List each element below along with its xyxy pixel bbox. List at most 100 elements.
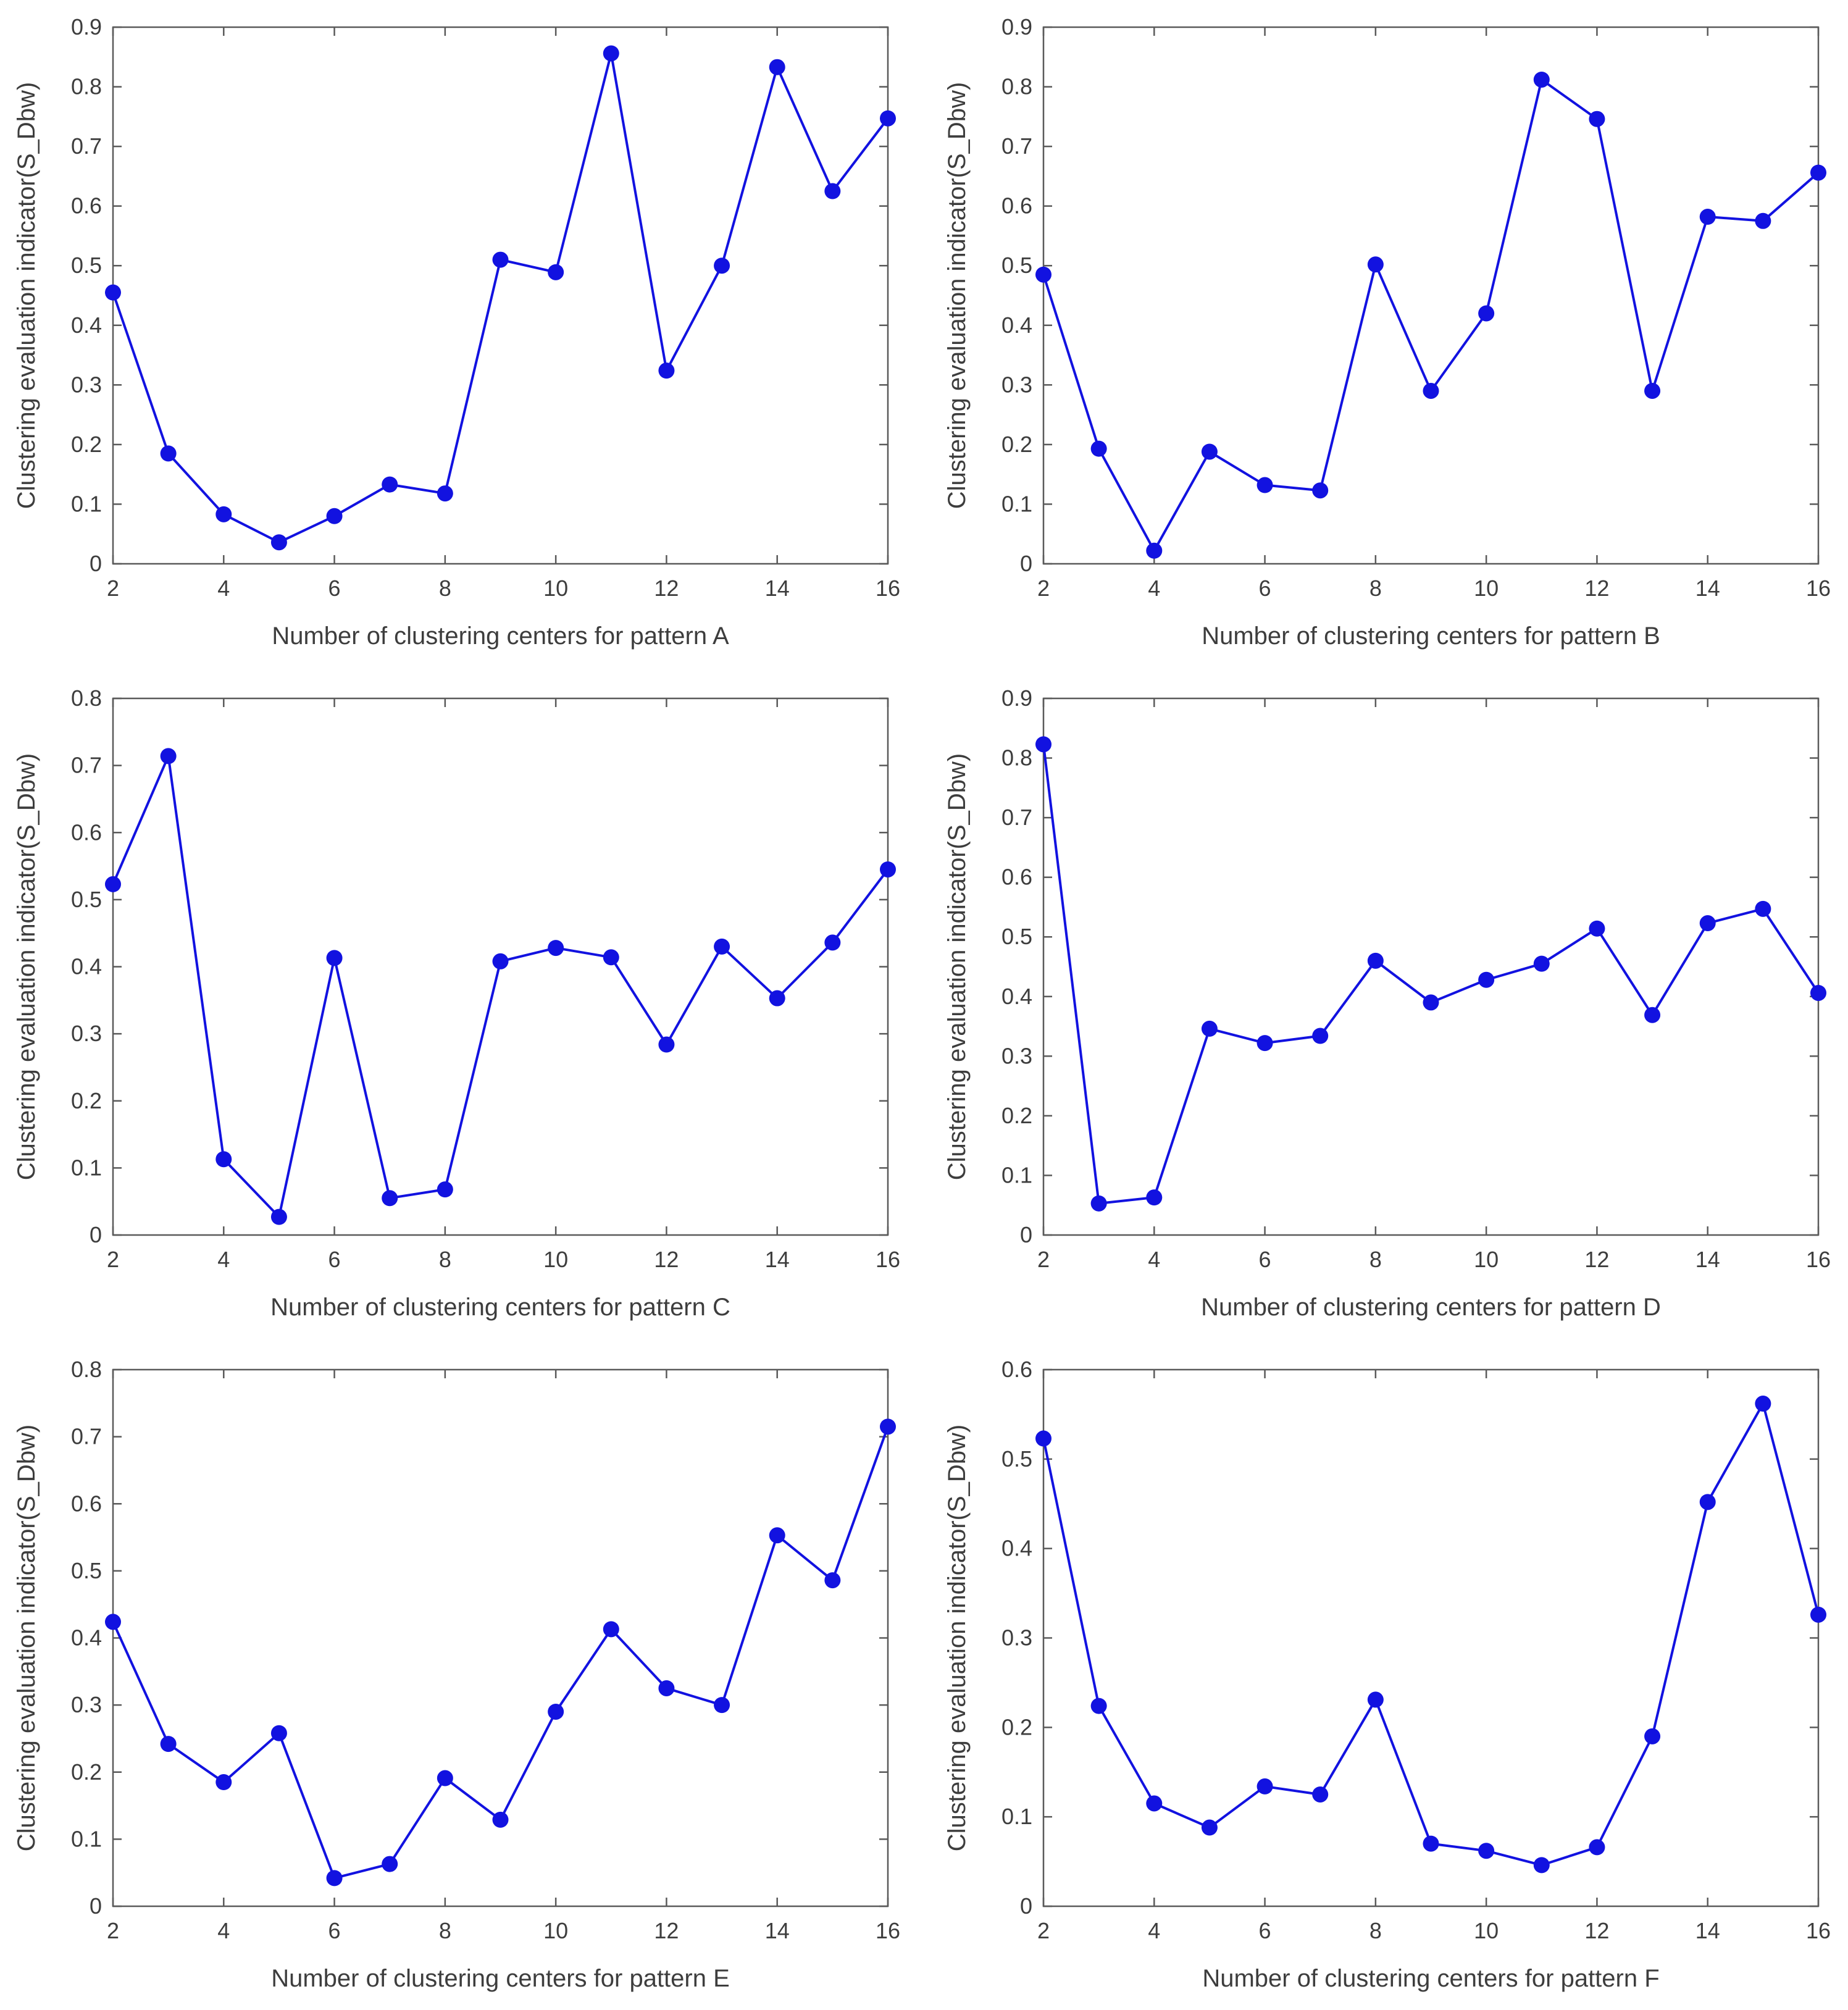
x-tick-label: 12 — [1584, 1918, 1609, 1943]
data-point — [437, 1770, 453, 1786]
x-tick-label: 6 — [1259, 1247, 1271, 1272]
y-tick-label: 0.4 — [1001, 1536, 1032, 1561]
x-tick-label: 2 — [107, 1247, 119, 1272]
y-tick-label: 0.9 — [1001, 685, 1032, 711]
x-tick-label: 14 — [765, 1918, 790, 1943]
plot-box — [1042, 1368, 1820, 1907]
data-point — [1644, 1728, 1661, 1744]
y-tick-label: 0.7 — [1001, 133, 1032, 159]
y-tick-label: 0.3 — [71, 1021, 102, 1046]
y-tick-label: 0.6 — [1001, 865, 1032, 890]
data-point — [326, 508, 343, 524]
data-point — [1201, 1819, 1218, 1836]
x-tick-label: 14 — [1695, 1918, 1720, 1943]
chart-pattern-b-svg: 2 4 6 8 10 12 14 16 0 0.1 0.2 0.3 0.4 0.5 0.6 0.7 0.8 0.9… — [943, 14, 1831, 650]
data-point — [1533, 71, 1550, 88]
data-point — [270, 1725, 287, 1741]
y-tick-label: 0.8 — [71, 685, 102, 711]
y-tick-label: 0.6 — [71, 1491, 102, 1516]
data-point — [1146, 542, 1163, 559]
x-tick-label: 16 — [876, 576, 900, 601]
y-tick-label: 0.3 — [71, 1692, 102, 1717]
data-point — [1644, 1007, 1661, 1023]
data-point — [769, 59, 785, 75]
y-tick-label: 0.5 — [1001, 253, 1032, 278]
y-tick-label: 0.5 — [71, 1558, 102, 1583]
data-point — [215, 1774, 232, 1791]
y-axis-label: Clustering evaluation indicator(S_Dbw) — [13, 1425, 40, 1851]
data-point — [1589, 1839, 1605, 1856]
x-axis-label: Number of clustering centers for pattern… — [1201, 1294, 1661, 1321]
x-tick-label: 16 — [1806, 1918, 1831, 1943]
data-point — [1423, 382, 1439, 399]
x-axis-label: Number of clustering centers for pattern… — [271, 1965, 730, 1992]
y-tick-label: 0.1 — [71, 1155, 102, 1180]
data-point — [880, 861, 896, 877]
y-axis-label: Clustering evaluation indicator(S_Dbw) — [943, 753, 971, 1180]
data-point — [105, 876, 121, 892]
data-point — [326, 1870, 343, 1886]
y-axis-label: Clustering evaluation indicator(S_Dbw) — [13, 82, 40, 509]
y-tick-label: 0.2 — [1001, 1103, 1032, 1128]
data-line — [1042, 78, 1820, 552]
plot-box — [112, 26, 889, 565]
data-point — [1035, 736, 1052, 753]
data-line — [1042, 1402, 1820, 1867]
x-tick-label: 4 — [1148, 1247, 1160, 1272]
y-tick-label: 0.2 — [1001, 432, 1032, 457]
x-tick-label: 8 — [439, 1247, 451, 1272]
data-point — [382, 1856, 398, 1872]
data-point — [437, 1181, 453, 1198]
data-point — [548, 1703, 564, 1720]
x-tick-label: 16 — [876, 1918, 900, 1943]
data-point — [769, 1527, 785, 1544]
data-point — [215, 506, 232, 522]
y-tick-label: 0.3 — [1001, 1625, 1032, 1651]
chart-pattern-d: 2 4 6 8 10 12 14 16 0 0.1 0.2 0.3 0.4 0.5 0.6 0.7 0.8 0.9… — [935, 676, 1838, 1334]
data-point — [1699, 915, 1716, 932]
y-tick-label: 0.4 — [71, 954, 102, 979]
y-tick-label: 0.3 — [1001, 372, 1032, 397]
data-point — [1090, 440, 1107, 457]
x-tick-label: 6 — [328, 1918, 341, 1943]
x-tick-label: 14 — [765, 576, 790, 601]
data-point — [1755, 1396, 1771, 1412]
x-tick-label: 4 — [217, 1247, 230, 1272]
data-point — [1478, 1843, 1495, 1859]
data-point — [1312, 1028, 1329, 1044]
x-tick-label: 2 — [1037, 1247, 1050, 1272]
data-point — [603, 949, 619, 966]
x-tick-label: 12 — [654, 576, 679, 601]
data-point — [1256, 477, 1273, 493]
x-tick-label: 16 — [1806, 576, 1831, 601]
y-tick-label: 0.6 — [1001, 193, 1032, 219]
data-point — [714, 938, 730, 955]
x-tick-label: 12 — [1584, 1247, 1609, 1272]
y-tick-label: 0.6 — [71, 193, 102, 219]
data-point — [1533, 1857, 1550, 1874]
data-point — [160, 748, 177, 764]
x-tick-label: 2 — [107, 1918, 119, 1943]
y-tick-label: 0.1 — [71, 1826, 102, 1851]
data-point — [1312, 1786, 1329, 1803]
y-axis-label: Clustering evaluation indicator(S_Dbw) — [943, 82, 971, 509]
data-point — [1035, 1430, 1052, 1447]
data-point — [1035, 266, 1052, 283]
chart-pattern-e: 2 4 6 8 10 12 14 16 0 0.1 0.2 0.3 0.4 0.5 0.6 0.7 0.8 Num… — [5, 1347, 908, 2005]
chart-pattern-c-svg: 2 4 6 8 10 12 14 16 0 0.1 0.2 0.3 0.4 0.5 0.6 0.7 0.8 Num… — [13, 685, 900, 1321]
data-point — [1090, 1698, 1107, 1714]
plot-box — [1042, 26, 1820, 565]
data-point — [603, 1621, 619, 1638]
x-tick-label: 6 — [328, 576, 341, 601]
data-point — [160, 1736, 177, 1752]
y-tick-label: 0.4 — [71, 312, 102, 338]
x-tick-label: 6 — [328, 1247, 341, 1272]
data-point — [824, 1572, 841, 1589]
x-tick-label: 12 — [1584, 576, 1609, 601]
y-tick-label: 0 — [90, 1222, 102, 1247]
data-point — [658, 362, 675, 379]
y-tick-label: 0.2 — [71, 432, 102, 457]
data-point — [1423, 994, 1439, 1011]
chart-pattern-f: 2 4 6 8 10 12 14 16 0 0.1 0.2 0.3 0.4 0.5 0.6 Number of… — [935, 1347, 1838, 2005]
